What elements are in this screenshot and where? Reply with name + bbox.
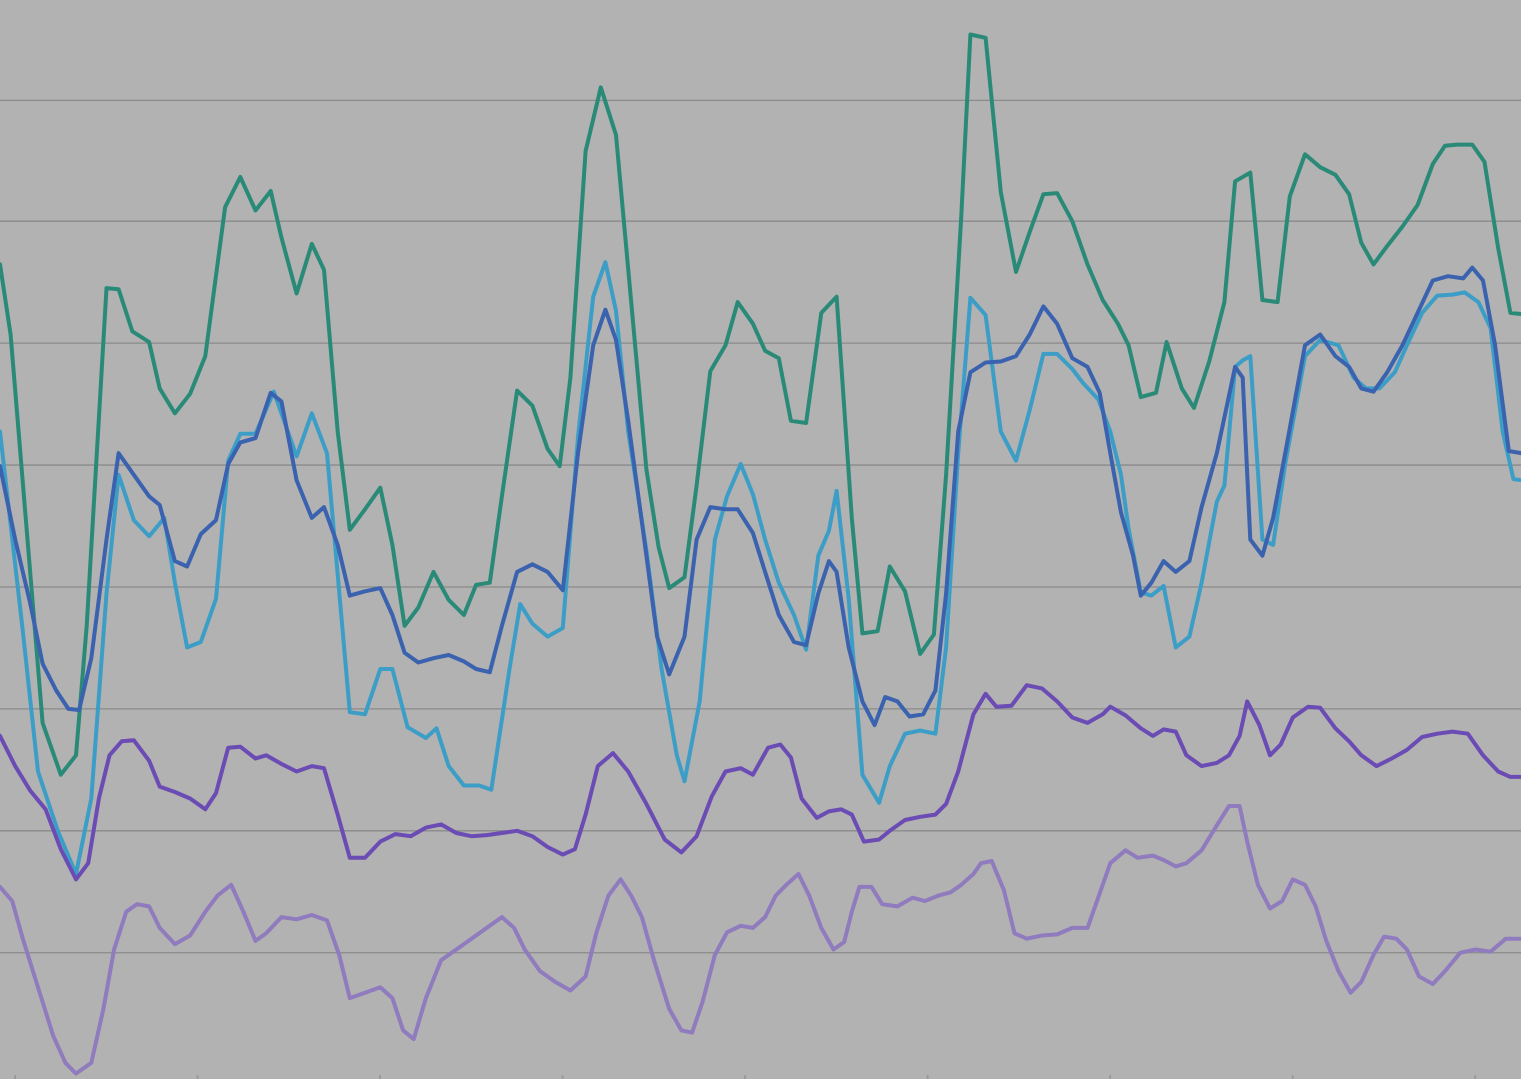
series-line-4 bbox=[0, 683, 1521, 882]
series-lines bbox=[0, 32, 1521, 1076]
series-line-3 bbox=[0, 265, 1521, 728]
series-line-1 bbox=[0, 32, 1521, 777]
x-axis-ticks bbox=[14, 1075, 1477, 1079]
series-line-5 bbox=[0, 804, 1521, 1076]
